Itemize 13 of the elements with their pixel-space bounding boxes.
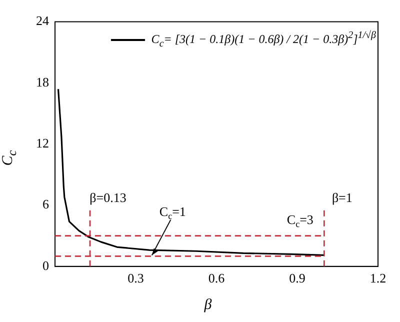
y-tick-label: 0 bbox=[42, 258, 49, 273]
ref-line-label: β=0.13 bbox=[90, 190, 126, 205]
y-tick-label: 18 bbox=[36, 74, 49, 90]
legend-label: C$_{c}$= [3(1 − 0.1β)(1 − 0.6β) / 2(1 − 0.3β)$^{2}$]$^{1/√β}$ bbox=[151, 30, 376, 50]
x-axis-title: β bbox=[204, 297, 212, 314]
y-tick-label: 24 bbox=[36, 13, 50, 28]
ref-line-label: β=1 bbox=[332, 190, 352, 205]
x-tick-label: 1.2 bbox=[370, 270, 386, 286]
x-tick-label: 0.9 bbox=[289, 270, 306, 286]
x-tick-label: 0.6 bbox=[208, 270, 226, 286]
y-tick-label: 6 bbox=[42, 196, 50, 212]
y-tick-label: 12 bbox=[36, 136, 49, 151]
x-tick-label: 0.3 bbox=[128, 270, 144, 286]
